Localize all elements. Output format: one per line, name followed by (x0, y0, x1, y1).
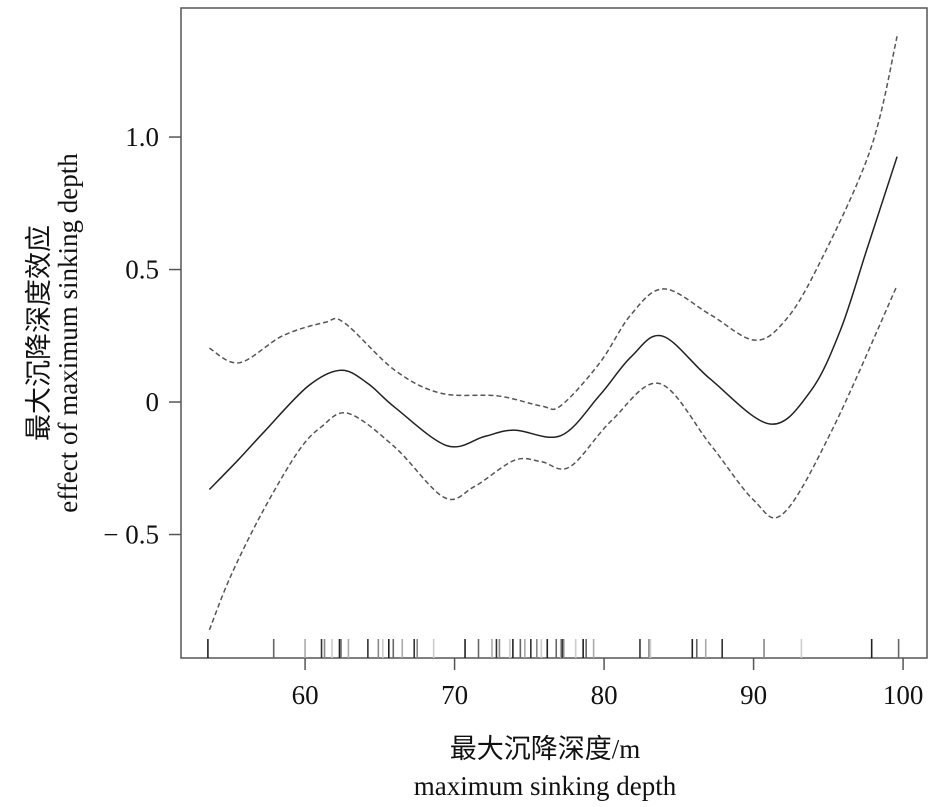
x-axis-title-en: maximum sinking depth (414, 771, 677, 801)
plot-frame (180, 7, 928, 659)
y-axis-title-en: effect of maximum sinking depth (53, 153, 83, 513)
x-tick-label: 60 (292, 680, 319, 710)
fit-line (208, 156, 898, 490)
series-lines (208, 36, 898, 631)
x-tick-label: 70 (441, 680, 468, 710)
rug-marks (207, 639, 900, 658)
x-tick-label: 80 (591, 680, 618, 710)
y-tick-label: 1.0 (125, 122, 159, 152)
x-axis-ticks: 60 70 80 90 100 (292, 658, 924, 710)
y-tick-label: 0.5 (125, 255, 159, 285)
y-axis-title-zh: 最大沉降深度效应 (24, 225, 54, 441)
lower-band-line (208, 285, 898, 631)
y-tick-label: 0 (146, 387, 160, 417)
x-tick-label: 100 (883, 680, 924, 710)
x-axis-title-zh: 最大沉降深度/m (450, 734, 641, 764)
x-tick-label: 90 (740, 680, 767, 710)
y-tick-label: − 0.5 (103, 520, 159, 550)
upper-band-line (209, 36, 898, 411)
y-axis-ticks: 1.0 0.5 0 − 0.5 (103, 122, 181, 550)
